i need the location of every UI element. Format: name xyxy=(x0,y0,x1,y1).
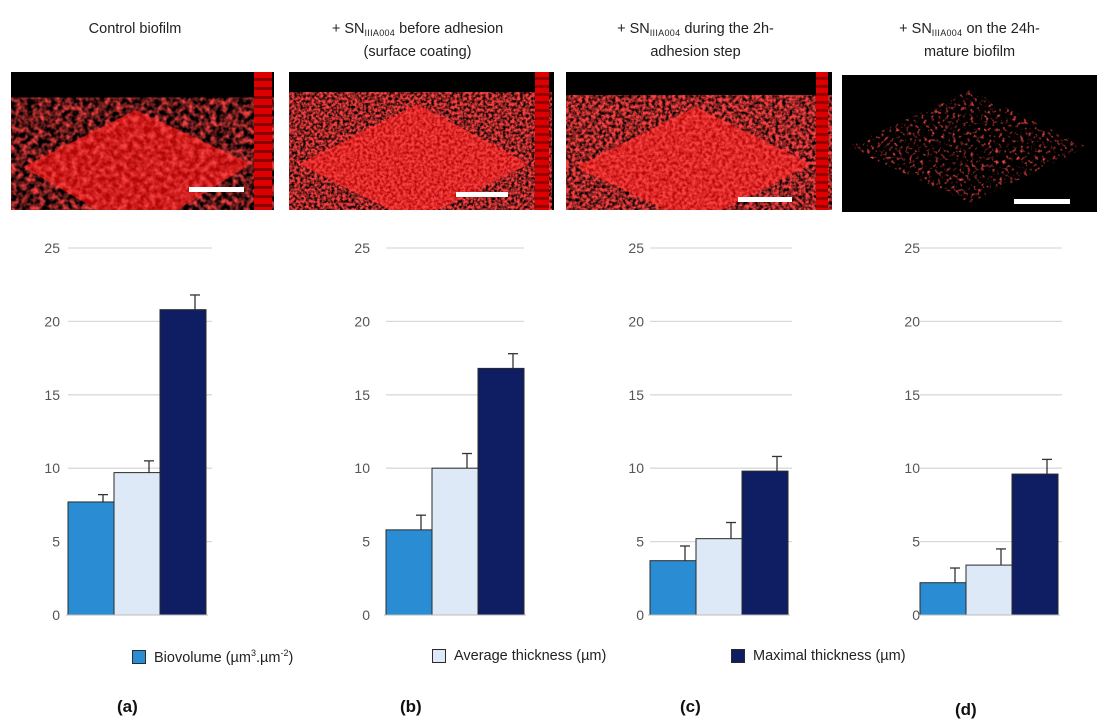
panel-b-bar-maximal-thickness xyxy=(477,367,525,616)
panel-b-title-line2: (surface coating) xyxy=(363,44,472,60)
panel-c-bar-average-thickness xyxy=(695,538,743,616)
micrograph-c-side-strip xyxy=(816,72,828,210)
panel-b-ytick-10: 10 xyxy=(354,460,370,476)
panel-c-letter: (c) xyxy=(680,697,701,716)
panel-d-ytick-15: 15 xyxy=(904,387,920,403)
panel-a-ytick-0: 0 xyxy=(52,607,60,623)
panel-c-ytick-20: 20 xyxy=(628,313,644,329)
panel-c-title-suffix: during the 2h- xyxy=(680,21,774,37)
panel-a-title: Control biofilm xyxy=(40,20,230,39)
micrograph-b-side-strip xyxy=(535,72,549,210)
legend-biovolume-text: Biovolume (µm xyxy=(154,649,251,666)
panel-a-ytick-5: 5 xyxy=(52,534,60,550)
panel-b-title-prefix: + SN xyxy=(331,21,365,37)
panel-d-bar-biovolume xyxy=(919,582,967,616)
legend-average-label: Average thickness (µm) xyxy=(454,648,607,664)
micrograph-a xyxy=(11,72,274,210)
panel-c-ytick-10: 10 xyxy=(628,460,644,476)
panel-d-ytick-10: 10 xyxy=(904,460,920,476)
legend-biovolume-sup1: 3 xyxy=(251,648,257,658)
panel-b-title-suffix: before adhesion xyxy=(395,21,504,37)
legend-maximal: Maximal thickness (µm) xyxy=(731,648,906,664)
panel-a-ytick-10: 10 xyxy=(44,460,60,476)
panel-b-letter: (b) xyxy=(400,697,422,716)
legend-biovolume-sup2: -2 xyxy=(280,648,289,658)
micrograph-a-side-strip xyxy=(254,72,272,210)
legend-biovolume: Biovolume (µm3.µm-2) xyxy=(132,648,293,666)
legend-maximal-swatch xyxy=(731,649,745,663)
panel-d-ytick-20: 20 xyxy=(904,313,920,329)
micrograph-c xyxy=(566,72,832,210)
panel-b-bar-average-thickness xyxy=(431,467,479,616)
panel-a-ytick-25: 25 xyxy=(44,240,60,256)
panel-d-ytick-0: 0 xyxy=(912,607,920,623)
panel-a-bar-biovolume xyxy=(67,501,115,616)
legend-biovolume-end: ) xyxy=(288,649,294,666)
micrograph-d xyxy=(842,75,1097,212)
legend-biovolume-mid: .µm xyxy=(256,649,281,666)
panel-a-letter: (a) xyxy=(117,697,138,716)
panel-c-title-line2: adhesion step xyxy=(650,44,741,60)
panel-d-title: + SNIIIA004 on the 24h- mature biofilm xyxy=(842,20,1097,62)
panel-a-bar-average-thickness xyxy=(113,472,161,616)
panel-c-ytick-15: 15 xyxy=(628,387,644,403)
panel-a-bar-maximal-thickness xyxy=(159,309,207,616)
panel-b-title: + SNIIIA004 before adhesion (surface coa… xyxy=(290,20,545,62)
micrograph-b xyxy=(289,72,554,210)
panel-b-ytick-0: 0 xyxy=(362,607,370,623)
panel-c-bar-maximal-thickness xyxy=(741,470,789,616)
panel-b-bar-biovolume xyxy=(385,529,433,616)
panel-b-title-sub: IIIA004 xyxy=(364,28,396,38)
panel-c-title-sub: IIIA004 xyxy=(649,28,681,38)
legend-biovolume-swatch xyxy=(132,649,146,664)
panel-c-title-prefix: + SN xyxy=(617,21,650,37)
panel-a-ytick-20: 20 xyxy=(44,313,60,329)
micrograph-c-image xyxy=(576,107,811,210)
legend-biovolume-label: Biovolume (µm3.µm-2) xyxy=(154,648,293,666)
panel-b-ytick-20: 20 xyxy=(354,313,370,329)
panel-a-ytick-15: 15 xyxy=(44,387,60,403)
micrograph-d-image xyxy=(847,90,1087,204)
panel-d-bar-average-thickness xyxy=(965,564,1013,616)
micrograph-b-image xyxy=(299,104,529,210)
legend-maximal-label: Maximal thickness (µm) xyxy=(753,648,906,664)
panel-b-ytick-5: 5 xyxy=(362,534,370,550)
panel-d-title-suffix: on the 24h- xyxy=(962,21,1040,37)
panel-a-title-text: Control biofilm xyxy=(88,21,182,37)
micrograph-a-image xyxy=(23,110,251,210)
panel-d-title-prefix: + SN xyxy=(899,21,932,37)
panel-c-ytick-25: 25 xyxy=(628,240,644,256)
panel-d-bar-maximal-thickness xyxy=(1011,473,1059,616)
panel-c-title: + SNIIIA004 during the 2h- adhesion step xyxy=(568,20,823,62)
panel-d-letter: (d) xyxy=(955,700,977,719)
panel-d-ytick-5: 5 xyxy=(912,534,920,550)
panel-b-ytick-15: 15 xyxy=(354,387,370,403)
panel-c-bar-biovolume xyxy=(649,560,697,616)
panel-d-title-line2: mature biofilm xyxy=(923,44,1016,60)
panel-c-ytick-5: 5 xyxy=(636,534,644,550)
legend-average-swatch xyxy=(432,649,446,663)
panel-c-ytick-0: 0 xyxy=(636,607,644,623)
panel-b-ytick-25: 25 xyxy=(354,240,370,256)
bar-charts: 0 5 10 15 20 25 0 5 10 15 20 25 0 5 10 15 20 25 0 5 10 15 20 25 xyxy=(44,240,1062,623)
panel-d-title-sub: IIIA004 xyxy=(931,28,963,38)
legend-average: Average thickness (µm) xyxy=(432,648,606,664)
panel-d-ytick-25: 25 xyxy=(904,240,920,256)
